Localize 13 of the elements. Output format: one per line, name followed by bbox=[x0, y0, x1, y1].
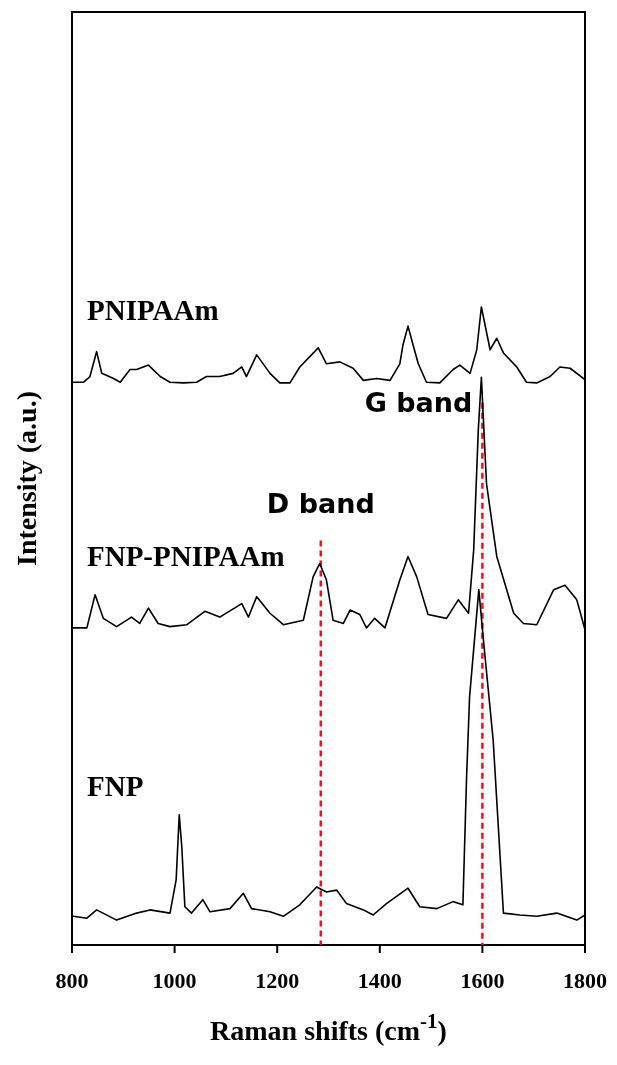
ref-line-label: G band bbox=[364, 387, 473, 419]
x-tick-label: 1200 bbox=[255, 968, 300, 993]
x-tick-label: 1600 bbox=[460, 968, 505, 993]
series-label: FNP bbox=[87, 770, 144, 803]
series-label: PNIPAAm bbox=[87, 294, 219, 327]
ref-line-label: D band bbox=[266, 488, 375, 520]
x-tick-label: 1800 bbox=[563, 968, 607, 993]
x-tick-label: 1400 bbox=[357, 968, 402, 993]
series-label: FNP-PNIPAAm bbox=[87, 539, 285, 572]
x-axis-title: Raman shifts (cm$^{-1}$) bbox=[210, 1009, 447, 1046]
x-tick-label: 800 bbox=[55, 968, 89, 993]
x-tick-label: 1000 bbox=[152, 968, 197, 993]
y-axis-title: Intensity (a.u.) bbox=[11, 390, 42, 567]
